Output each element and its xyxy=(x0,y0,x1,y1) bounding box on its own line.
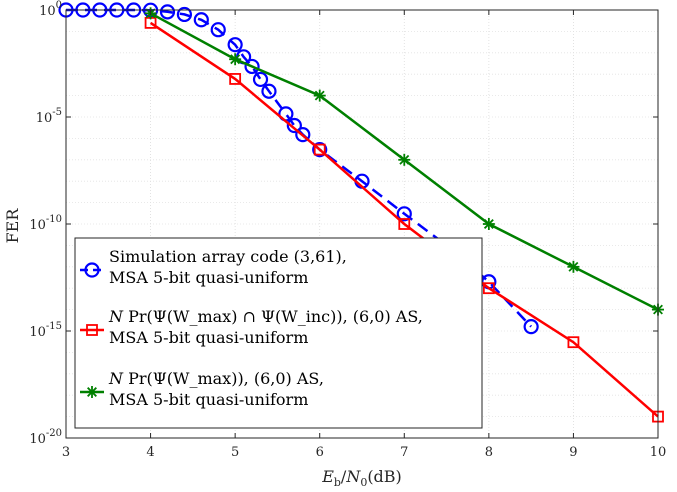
data-point-intersection-bound xyxy=(482,282,495,295)
data-point-wmax-bound xyxy=(398,153,411,166)
data-point-wmax-bound xyxy=(482,218,495,230)
x-axis-label: Eb/N0(dB) xyxy=(321,467,402,489)
data-point-simulation xyxy=(523,319,539,335)
data-point-simulation xyxy=(261,83,277,99)
y-axis-ticks: 100 10-5 10-10 10-15 10-20 xyxy=(29,0,658,447)
legend-marker xyxy=(86,386,98,398)
legend: Simulation array code (3,61), MSA 5-bit q… xyxy=(74,237,483,429)
data-point-simulation xyxy=(176,6,192,23)
x-tick-label: 7 xyxy=(400,445,408,460)
y-tick-label: 10-5 xyxy=(36,107,62,126)
y-tick-label: 10-20 xyxy=(29,428,62,447)
data-point-simulation xyxy=(312,141,328,158)
y-tick-label: 10-15 xyxy=(29,321,62,340)
data-point-intersection-bound xyxy=(313,143,326,156)
x-tick-label: 10 xyxy=(650,445,667,460)
legend-label-line2: MSA 5-bit quasi-uniform xyxy=(109,328,308,347)
x-tick-label: 3 xyxy=(62,445,70,460)
legend-label-line1: Simulation array code (3,61), xyxy=(109,247,347,266)
data-point-intersection-bound xyxy=(567,336,580,349)
legend-entry-wmax-bound: N Pr(Ψ(W_max)), (6,0) AS, MSA 5-bit quasi… xyxy=(80,369,324,409)
data-point-simulation xyxy=(396,206,412,222)
data-point-intersection-bound xyxy=(229,73,242,85)
x-tick-label: 4 xyxy=(146,445,154,460)
legend-label-line1: N Pr(Ψ(W_max)), (6,0) AS, xyxy=(108,369,324,388)
x-tick-label: 5 xyxy=(231,445,239,460)
legend-box xyxy=(74,237,483,429)
data-point-simulation xyxy=(210,22,226,38)
legend-marker xyxy=(84,262,100,278)
legend-label-line2: MSA 5-bit quasi-uniform xyxy=(109,268,308,287)
legend-entry-simulation: Simulation array code (3,61), MSA 5-bit q… xyxy=(80,247,347,287)
x-tick-label: 8 xyxy=(485,445,493,460)
series-line-intersection-bound xyxy=(149,21,659,418)
data-point-simulation xyxy=(295,127,311,143)
legend-label-line2: MSA 5-bit quasi-uniform xyxy=(109,390,308,409)
y-axis-label: FER xyxy=(3,208,22,244)
data-point-wmax-bound xyxy=(229,53,242,66)
data-point-simulation xyxy=(244,58,260,75)
data-point-intersection-bound xyxy=(398,218,411,230)
x-tick-label: 9 xyxy=(569,445,577,460)
data-point-simulation xyxy=(286,117,302,134)
data-point-simulation xyxy=(159,4,176,20)
x-axis-ticks: 3 4 5 6 7 8 9 10 xyxy=(62,10,666,460)
data-point-wmax-bound xyxy=(567,260,580,273)
data-point-wmax-bound xyxy=(313,89,326,102)
x-tick-label: 6 xyxy=(316,445,324,460)
legend-marker xyxy=(86,324,98,336)
y-tick-label: 10-10 xyxy=(29,214,62,233)
data-point-simulation xyxy=(193,12,209,28)
data-point-simulation xyxy=(252,71,269,88)
data-point-simulation xyxy=(227,37,243,53)
legend-label-line1: N Pr(Ψ(W_max) ∩ Ψ(W_inc)), (6,0) AS, xyxy=(108,307,423,326)
y-tick-label: 100 xyxy=(39,0,62,19)
legend-entry-intersection-bound: N Pr(Ψ(W_max) ∩ Ψ(W_inc)), (6,0) AS, MSA … xyxy=(80,307,423,347)
